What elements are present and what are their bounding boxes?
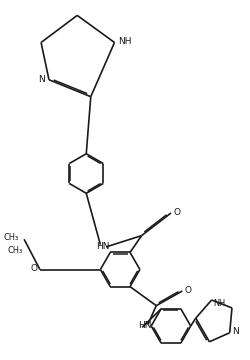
Text: N: N (38, 75, 45, 84)
Text: NH: NH (213, 299, 225, 308)
Text: CH₃: CH₃ (8, 246, 23, 255)
Text: O: O (31, 265, 38, 274)
Text: NH: NH (118, 37, 132, 46)
Text: O: O (173, 208, 180, 217)
Text: HN: HN (138, 321, 152, 330)
Text: O: O (184, 286, 192, 295)
Text: N: N (232, 327, 239, 336)
Text: CH₃: CH₃ (4, 233, 19, 242)
Text: HN: HN (96, 242, 110, 251)
